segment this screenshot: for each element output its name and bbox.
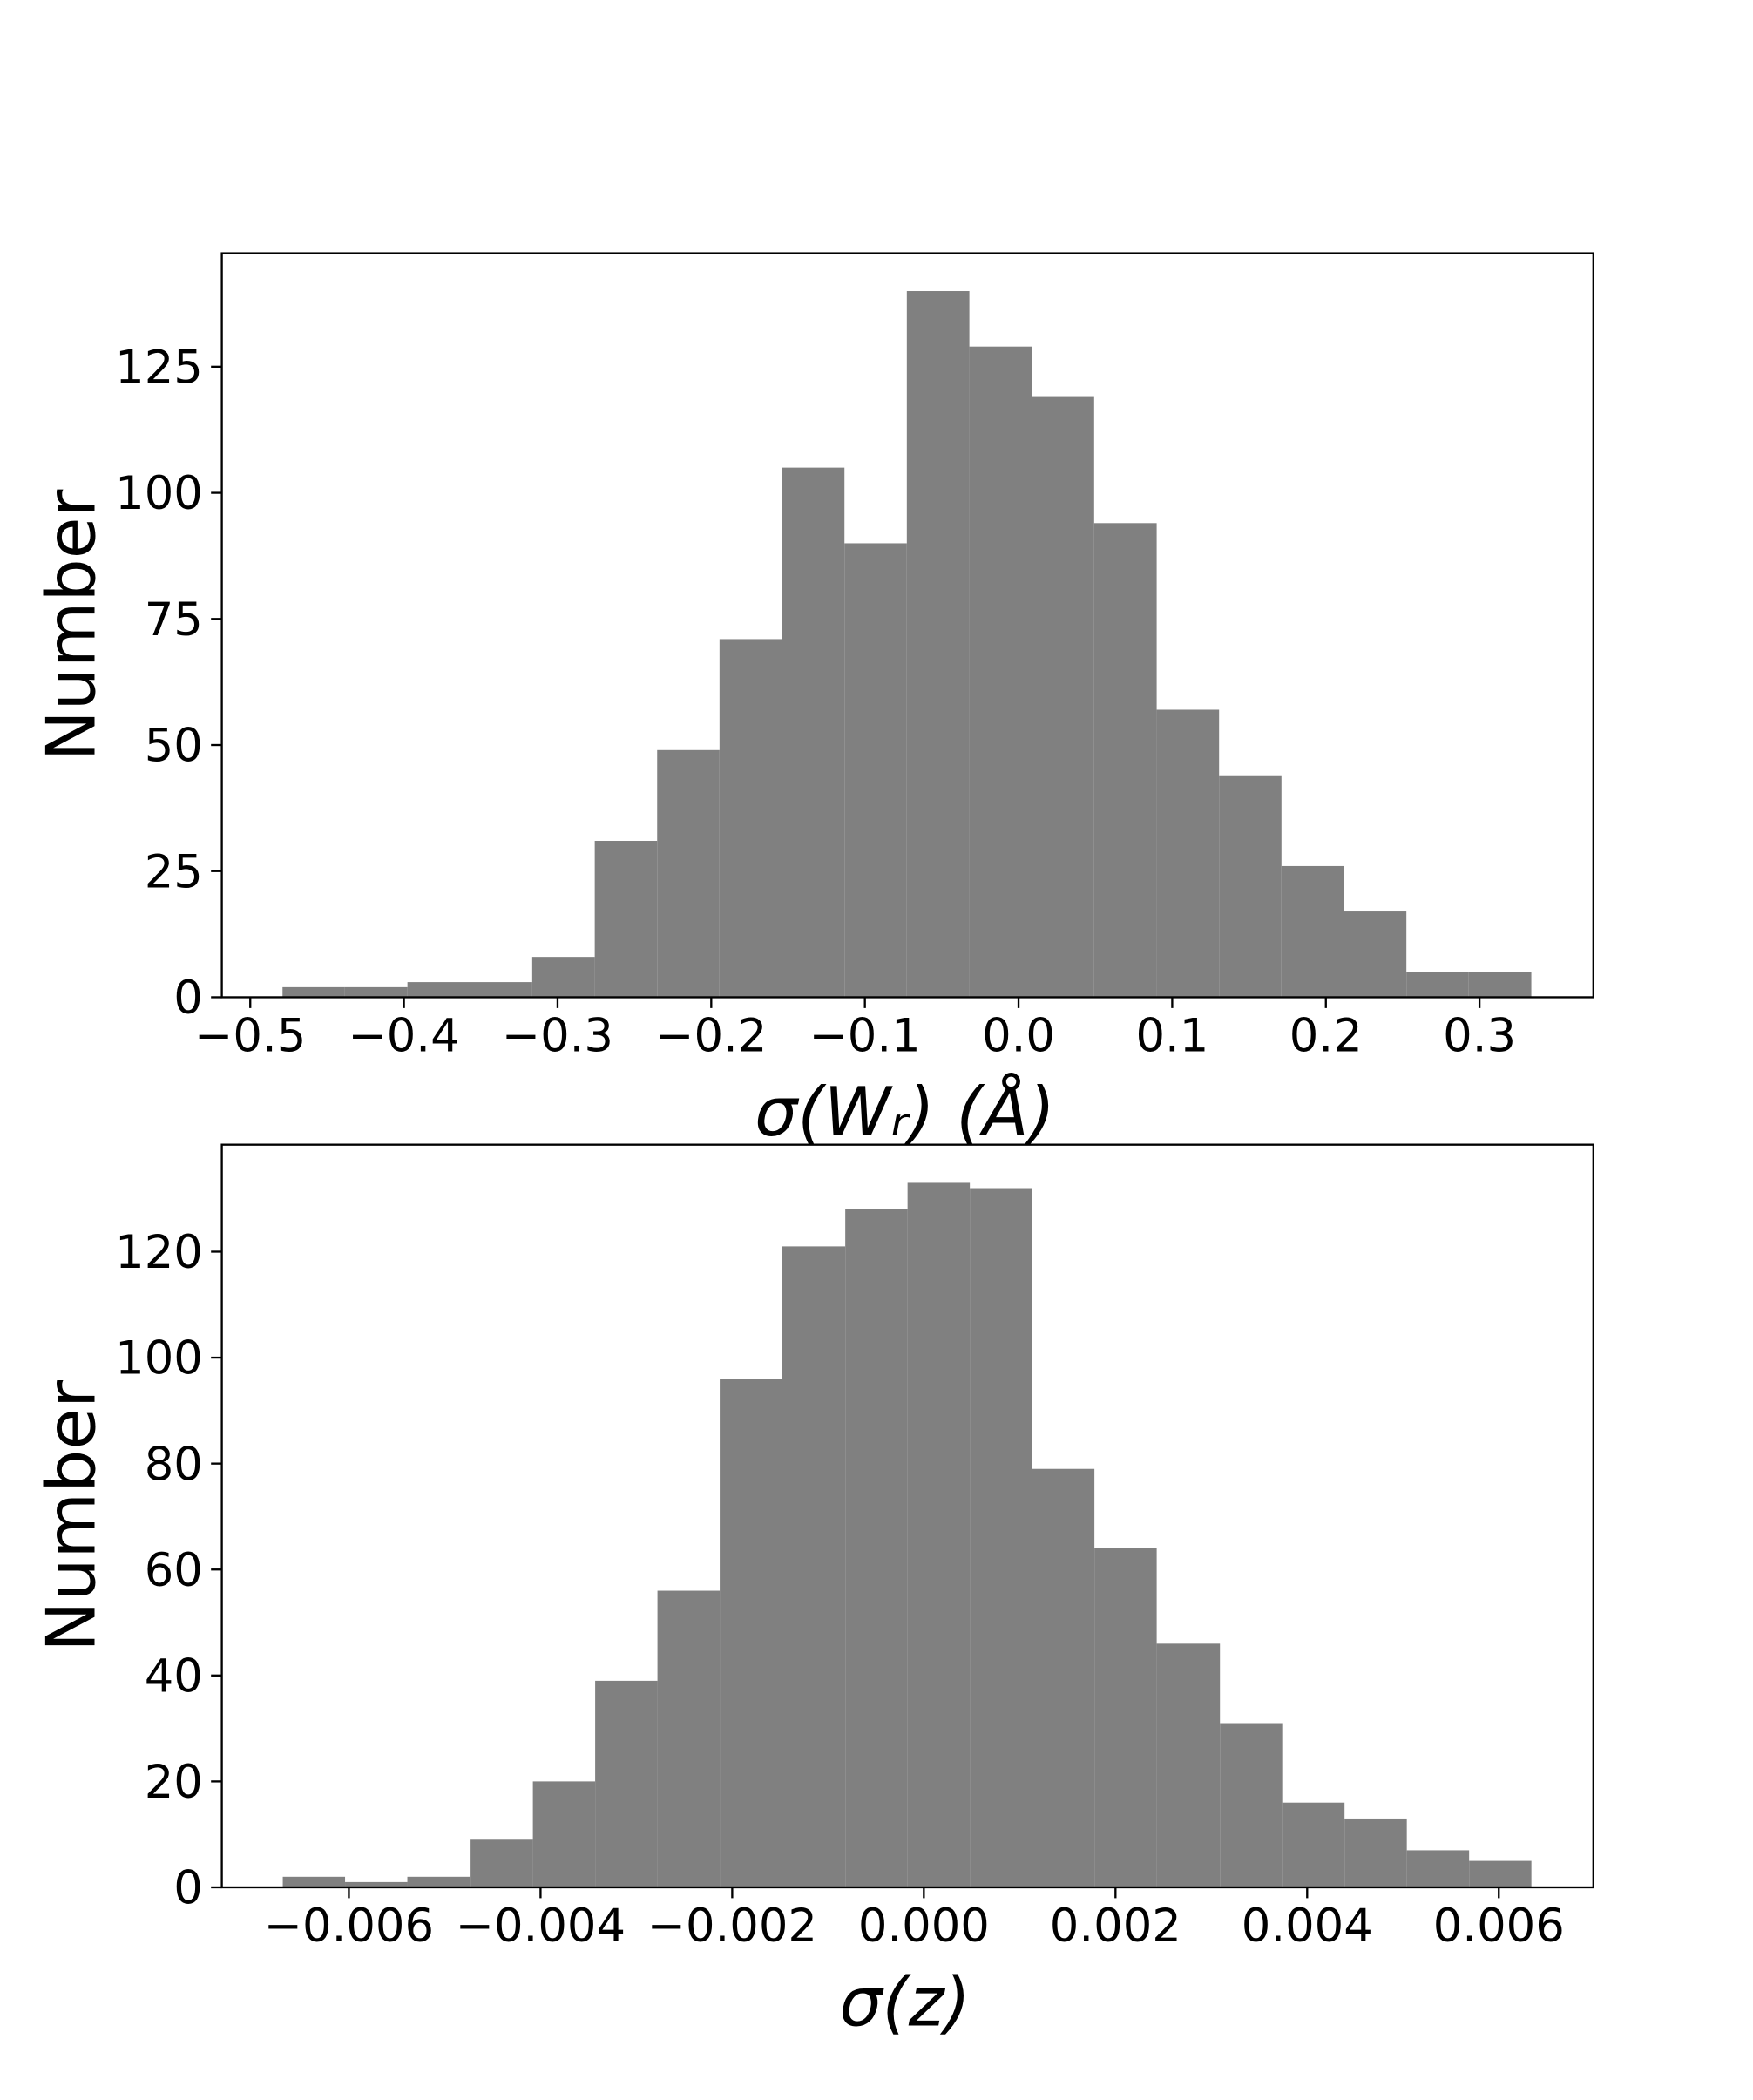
- x-tick-label: −0.4: [349, 1010, 460, 1063]
- y-tick-label: 25: [145, 845, 203, 898]
- bar: [345, 1881, 408, 1887]
- x-tick-label: −0.006: [264, 1900, 434, 1953]
- bar: [407, 1876, 471, 1887]
- x-tick-label: 0.3: [1443, 1010, 1516, 1063]
- y-tick-label: 80: [145, 1438, 203, 1491]
- axes-frame: [220, 252, 1594, 999]
- x-tick-label: 0.006: [1433, 1900, 1565, 1953]
- x-tick-label: −0.5: [194, 1010, 306, 1063]
- y-tick-label: 100: [115, 467, 203, 520]
- bar: [1281, 865, 1344, 998]
- bar: [407, 982, 470, 998]
- y-tick-label: 40: [145, 1650, 203, 1703]
- bar: [657, 1590, 721, 1887]
- y-tick-label: 0: [173, 972, 203, 1025]
- y-axis-label: Number: [33, 1380, 112, 1652]
- bar: [282, 1876, 346, 1887]
- bar: [1156, 1643, 1221, 1887]
- bar: [1344, 911, 1407, 998]
- bar: [907, 1182, 971, 1887]
- x-tick-label: −0.002: [647, 1900, 817, 1953]
- x-tick-label: −0.3: [502, 1010, 613, 1063]
- y-tick-label: 75: [145, 593, 203, 647]
- bar: [1468, 972, 1532, 998]
- bar: [1344, 1818, 1407, 1887]
- x-axis-label: σ(Wᵣ) (Å): [755, 1072, 1055, 1152]
- bar: [1032, 1468, 1095, 1887]
- bar: [595, 1680, 658, 1887]
- x-tick-label: 0.0: [982, 1010, 1055, 1063]
- x-tick-label: 0.2: [1289, 1010, 1363, 1063]
- x-tick-label: 0.000: [858, 1900, 990, 1953]
- y-tick-label: 100: [115, 1332, 203, 1385]
- bar: [845, 1209, 908, 1887]
- bar: [719, 639, 782, 998]
- bar: [1469, 1860, 1532, 1887]
- x-tick-label: 0.002: [1050, 1900, 1181, 1953]
- bar: [1093, 523, 1157, 998]
- bar: [1156, 709, 1220, 998]
- bar: [657, 749, 720, 998]
- bar: [844, 543, 907, 998]
- bar: [594, 840, 658, 998]
- x-axis-label: σ(z): [839, 1963, 970, 2042]
- x-tick-label: −0.2: [655, 1010, 767, 1063]
- bar: [1032, 396, 1094, 998]
- bar: [470, 982, 532, 998]
- bar: [1094, 1548, 1157, 1887]
- axes-frame: [220, 1143, 1594, 1889]
- y-tick-label: 0: [173, 1862, 203, 1915]
- bar: [1220, 1723, 1283, 1887]
- y-tick-label: 60: [145, 1544, 203, 1597]
- bar: [1406, 972, 1469, 998]
- bar: [532, 1781, 596, 1887]
- bar: [970, 1188, 1032, 1887]
- bar: [720, 1379, 782, 1887]
- bar: [906, 291, 970, 998]
- x-tick-label: 0.004: [1242, 1900, 1373, 1953]
- bar: [1282, 1802, 1345, 1887]
- bar: [782, 1246, 846, 1887]
- y-tick-label: 125: [115, 341, 203, 394]
- x-tick-label: −0.004: [456, 1900, 626, 1953]
- bar: [344, 986, 408, 998]
- bar: [969, 346, 1032, 998]
- x-tick-label: −0.1: [809, 1010, 921, 1063]
- x-tick-label: 0.1: [1135, 1010, 1208, 1063]
- bar: [470, 1839, 533, 1887]
- y-tick-label: 50: [145, 720, 203, 773]
- y-axis-label: Number: [33, 490, 112, 762]
- y-tick-label: 20: [145, 1756, 203, 1809]
- y-tick-label: 120: [115, 1226, 203, 1279]
- bar: [782, 467, 845, 998]
- bar: [282, 986, 345, 998]
- bar: [1219, 775, 1282, 998]
- bar: [531, 957, 595, 998]
- bar: [1406, 1850, 1470, 1887]
